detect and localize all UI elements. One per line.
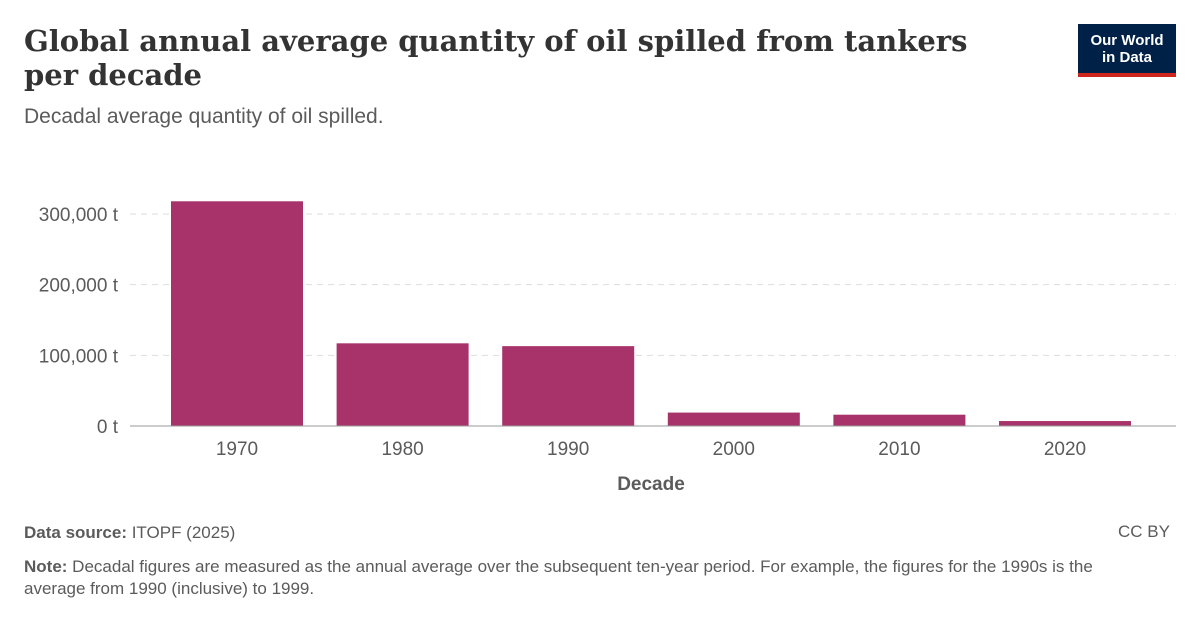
bar-2010[interactable] xyxy=(833,414,966,426)
note-label: Note: xyxy=(24,557,68,576)
logo-line-1: Our World xyxy=(1090,31,1164,49)
chart-note: Note: Decadal figures are measured as th… xyxy=(24,556,1144,600)
bar-1970[interactable] xyxy=(171,201,303,426)
chart-title: Global annual average quantity of oil sp… xyxy=(24,24,968,92)
y-tick-label: 0 t xyxy=(97,417,119,438)
bar-2000[interactable] xyxy=(667,412,800,426)
source-label: Data source: xyxy=(24,523,127,542)
x-tick-label: 2020 xyxy=(1044,439,1086,460)
y-tick-label: 100,000 t xyxy=(39,346,119,367)
x-tick-label: 1990 xyxy=(547,439,589,460)
source-value: ITOPF (2025) xyxy=(126,523,236,542)
x-tick-label: 2000 xyxy=(713,439,755,460)
license-link[interactable]: CC BY xyxy=(1118,522,1170,541)
bar-2020[interactable] xyxy=(999,421,1131,426)
chart-subtitle: Decadal average quantity of oil spilled. xyxy=(24,105,384,128)
y-tick-label: 300,000 t xyxy=(39,205,119,226)
x-axis-title: Decade xyxy=(617,474,685,495)
logo-line-2: in Data xyxy=(1101,48,1152,66)
x-tick-label: 1970 xyxy=(216,439,258,460)
bar-1990[interactable] xyxy=(502,346,635,426)
x-tick-label: 1980 xyxy=(381,439,423,460)
owid-logo[interactable]: Our World in Data xyxy=(1078,24,1176,77)
data-source: Data source: ITOPF (2025) xyxy=(24,522,235,544)
bar-1980[interactable] xyxy=(336,343,469,426)
x-tick-label: 2010 xyxy=(878,439,920,460)
note-text: Decadal figures are measured as the annu… xyxy=(24,557,1093,598)
y-tick-label: 200,000 t xyxy=(39,276,119,297)
